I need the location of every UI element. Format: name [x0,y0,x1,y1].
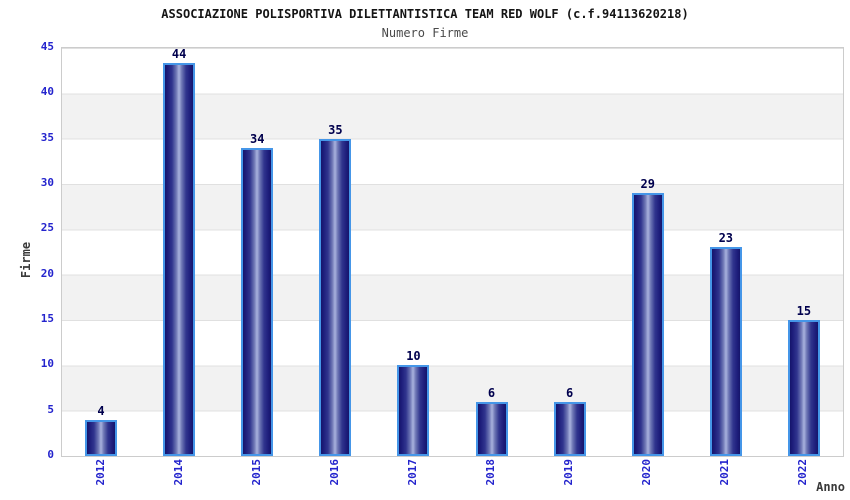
bar-2017 [397,365,430,456]
bar-2021 [709,247,742,456]
bar-value-label: 29 [640,177,655,192]
bar-slot-2012: 4 [62,48,140,456]
bar-2014 [163,63,196,456]
x-tick-label: 2015 [249,459,263,486]
bar-2016 [319,138,352,456]
x-tick-label: 2012 [93,459,107,486]
y-tick-label: 35 [40,130,54,144]
x-tick-slot: 2017 [373,459,451,499]
bar-2020 [631,193,664,456]
chart-subtitle: Numero Firme [381,26,469,40]
bar-value-label: 44 [171,47,187,61]
y-tick-label: 40 [40,85,54,99]
x-tick-label: 2021 [718,459,732,486]
y-tick-label: 15 [40,312,54,325]
y-tick-label: 5 [47,402,54,416]
chart-title: ASSOCIAZIONE POLISPORTIVA DILETTANTISTIC… [161,7,689,21]
bar-2022 [787,320,820,456]
bar-value-label: 6 [565,385,574,400]
bar-slot-2021: 23 [687,48,765,456]
bar-slot-2022: 15 [765,48,843,456]
x-tick-label: 2017 [405,459,419,486]
x-tick-slot: 2020 [608,459,686,499]
x-tick-slot: 2014 [139,459,217,499]
x-tick-label: 2019 [562,459,576,486]
x-tick-slot: 2012 [61,459,139,499]
bar-slot-2020: 29 [609,48,687,456]
bar-value-label: 4 [97,403,105,418]
bar-2019 [553,401,586,456]
x-tick-slot: 2019 [530,459,608,499]
y-tick-label: 20 [40,266,54,280]
y-tick-label: 10 [40,357,54,371]
y-tick-label: 0 [47,448,54,461]
y-tick-label: 30 [40,176,54,189]
x-tick-label: 2014 [171,459,185,486]
bar-value-label: 23 [718,231,734,246]
x-axis-title: Anno [816,480,845,494]
x-tick-label: 2016 [327,459,341,486]
bar-slot-2019: 6 [531,48,609,456]
x-axis-ticks: 2012 2014 2015 2016 2017 2018 2019 2020 2021 2022 [61,459,842,499]
bar-slot-2018: 6 [452,48,530,456]
x-tick-slot: 2016 [295,459,373,499]
bar-value-label: 15 [796,304,812,318]
bar-slot-2015: 34 [218,48,296,456]
bar-2018 [475,401,508,456]
bar-2015 [241,147,274,456]
x-tick-label: 2020 [640,459,654,486]
x-tick-slot: 2015 [217,459,295,499]
bar-value-label: 10 [406,349,421,364]
x-tick-label: 2018 [484,459,498,486]
plot-area: 4 44 34 35 10 6 6 29 23 15 [61,47,844,457]
bar-2012 [85,419,118,456]
y-tick-label: 25 [40,221,54,235]
y-tick-label: 45 [40,40,54,53]
bar-slot-2014: 44 [140,48,218,456]
bar-slot-2016: 35 [296,48,374,456]
x-tick-label: 2022 [796,459,810,486]
bar-value-label: 35 [328,122,343,137]
x-tick-slot: 2021 [686,459,764,499]
bar-slot-2017: 10 [374,48,452,456]
bar-value-label: 6 [487,385,496,400]
bars-row: 4 44 34 35 10 6 6 29 23 15 [62,48,843,456]
bar-value-label: 34 [250,131,265,146]
x-tick-slot: 2018 [451,459,529,499]
